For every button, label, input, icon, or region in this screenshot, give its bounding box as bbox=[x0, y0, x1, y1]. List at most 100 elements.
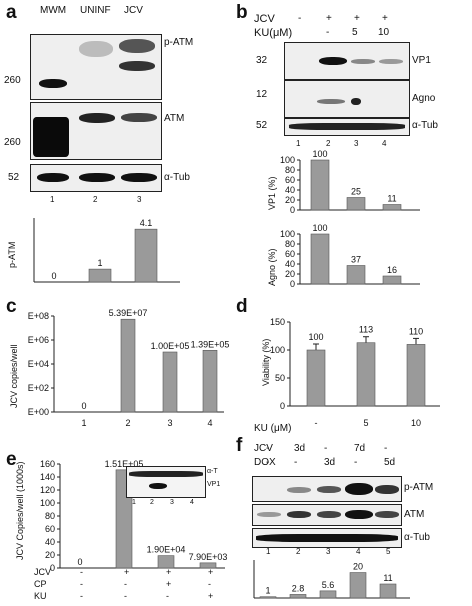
y-tick-label: 20 bbox=[285, 195, 295, 205]
b-row2-v3: 5 bbox=[352, 27, 358, 38]
y-tick-label: E+08 bbox=[28, 311, 49, 321]
y-tick-label: 80 bbox=[45, 511, 55, 521]
blot-a-atm bbox=[30, 102, 162, 160]
marker-b-12: 12 bbox=[256, 89, 268, 100]
lane-num-f-5: 5 bbox=[386, 547, 391, 556]
lane-num-a-1: 1 bbox=[50, 195, 55, 204]
e-row-value: - bbox=[124, 591, 127, 601]
value-label-1: 0 bbox=[81, 401, 86, 411]
inset-e-lane-2: 2 bbox=[150, 499, 154, 506]
chart-d: 150 100 50 0 100 113 110 - 5 10 bbox=[270, 317, 440, 428]
y-tick-label: E+02 bbox=[28, 383, 49, 393]
inset-e-lane-3: 3 bbox=[170, 499, 174, 506]
bar-3 bbox=[319, 590, 337, 599]
lane-num-f-2: 2 bbox=[296, 547, 301, 556]
x-tick-label: 1 bbox=[81, 418, 86, 428]
y-tick-label: E+00 bbox=[28, 407, 49, 417]
blot-a-patm bbox=[30, 34, 162, 100]
b-row2-v4: 10 bbox=[378, 27, 390, 38]
bar-2 bbox=[289, 594, 307, 599]
e-row-value: + bbox=[124, 567, 130, 577]
e-row-label: KU bbox=[34, 591, 47, 601]
ylabel-b-vp1: VP1 (%) bbox=[267, 176, 277, 210]
marker-a-52: 52 bbox=[8, 172, 20, 183]
bar-5 bbox=[379, 583, 397, 599]
value-label-1: 100 bbox=[308, 332, 323, 342]
value-label-3: 5.6 bbox=[322, 580, 335, 590]
bar-3 bbox=[157, 555, 175, 569]
value-label-2: 5.39E+07 bbox=[109, 308, 148, 318]
lane-num-f-1: 1 bbox=[266, 547, 271, 556]
y-tick-label: 0 bbox=[50, 563, 55, 573]
y-tick-label: 0 bbox=[290, 205, 295, 215]
y-tick-label: 100 bbox=[280, 229, 295, 239]
inset-e-label-1: α-T bbox=[207, 468, 218, 475]
value-label-3: 11 bbox=[387, 194, 396, 204]
f-row-value: - bbox=[266, 443, 270, 454]
lane-num-f-3: 3 bbox=[326, 547, 331, 556]
blot-b-vp1 bbox=[284, 42, 410, 80]
y-tick-label: 20 bbox=[45, 550, 55, 560]
lane-label-jcv-h: JCV bbox=[124, 5, 143, 16]
f-row-value: - bbox=[324, 443, 328, 454]
marker-b-32: 32 bbox=[256, 55, 268, 66]
e-row-label: CP bbox=[34, 579, 47, 589]
y-tick-label: 20 bbox=[285, 269, 295, 279]
b-row1-v3: + bbox=[354, 13, 360, 24]
f-row-label: JCV bbox=[254, 443, 273, 454]
chart-f: 1 2.8 5.6 20 11 bbox=[253, 560, 410, 599]
b-row2-v2: - bbox=[326, 27, 330, 38]
bar-3 bbox=[134, 228, 158, 283]
lane-num-a-2: 2 bbox=[93, 195, 98, 204]
inset-e-lane-1: 1 bbox=[132, 499, 136, 506]
panel-d-letter: d bbox=[236, 296, 248, 317]
label-b-tub: α-Tub bbox=[412, 120, 438, 131]
e-row-value: - bbox=[80, 591, 83, 601]
x-tick-label: 5 bbox=[363, 418, 368, 428]
value-label-5: 11 bbox=[383, 573, 392, 583]
y-tick-label: 40 bbox=[285, 185, 295, 195]
chart-c: E+08 E+06 E+04 E+02 E+00 0 5.39E+07 1.00E+05 1.3… bbox=[28, 308, 230, 428]
f-row-value: 3d bbox=[294, 443, 306, 454]
f-row-label: DOX bbox=[254, 457, 276, 468]
y-tick-label: 60 bbox=[45, 524, 55, 534]
lane-label-mwm-h: MWM bbox=[40, 5, 67, 16]
e-row-value: - bbox=[80, 579, 83, 589]
f-row-value: - bbox=[384, 443, 388, 454]
x-tick-label: - bbox=[315, 418, 318, 428]
bar-2 bbox=[88, 268, 112, 283]
bar-4 bbox=[202, 349, 218, 413]
value-label-1: 1 bbox=[265, 586, 270, 596]
e-row-value: + bbox=[208, 567, 214, 577]
f-row-value: 3d bbox=[324, 457, 336, 468]
y-tick-label: 140 bbox=[40, 472, 55, 482]
label-b-vp1: VP1 bbox=[412, 55, 431, 66]
lane-num-b-1: 1 bbox=[296, 139, 301, 148]
value-label-3: 16 bbox=[387, 265, 397, 275]
inset-e-blot bbox=[126, 466, 206, 498]
x-tick-label: 4 bbox=[207, 418, 212, 428]
y-tick-label: 0 bbox=[280, 401, 285, 411]
xlabel-d: KU (μM) bbox=[254, 423, 292, 434]
value-label-3: 1.00E+05 bbox=[151, 341, 190, 351]
value-label-2: 113 bbox=[359, 325, 373, 335]
y-tick-label: 100 bbox=[40, 498, 55, 508]
blot-b-agno bbox=[284, 80, 410, 118]
lane-num-b-3: 3 bbox=[354, 139, 359, 148]
value-label-4: 20 bbox=[353, 562, 363, 572]
label-f-atm: ATM bbox=[404, 509, 425, 520]
y-tick-label: 150 bbox=[270, 317, 285, 327]
value-label-3: 4.1 bbox=[140, 218, 153, 228]
y-tick-label: 100 bbox=[270, 345, 285, 355]
f-row-value: 7d bbox=[354, 443, 366, 454]
blot-f-patm bbox=[252, 476, 402, 502]
lane-label-uninf-h: UNINF bbox=[80, 5, 111, 16]
bar-1 bbox=[306, 349, 326, 407]
lane-num-b-2: 2 bbox=[326, 139, 331, 148]
label-f-tub: α-Tub bbox=[404, 532, 430, 543]
b-row1-v2: + bbox=[326, 13, 332, 24]
f-row-value: 5d bbox=[384, 457, 396, 468]
x-tick-label: 3 bbox=[167, 418, 172, 428]
bar-1 bbox=[259, 596, 277, 599]
